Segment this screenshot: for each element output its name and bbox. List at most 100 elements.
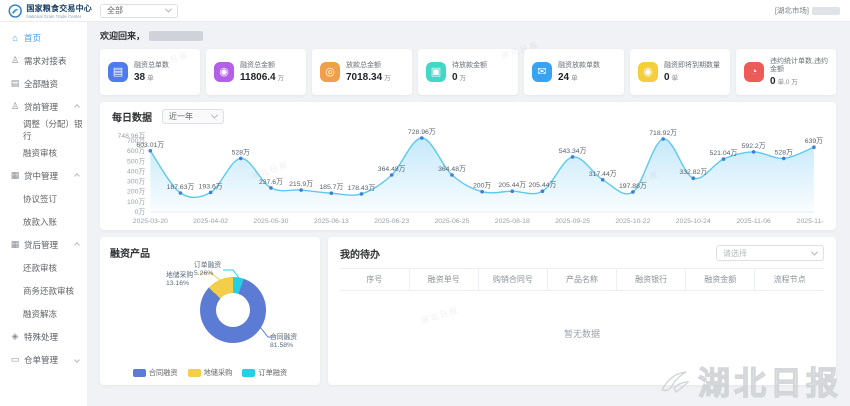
todo-column-header: 产品名称 (547, 268, 618, 291)
svg-text:2025-11-06: 2025-11-06 (736, 218, 771, 225)
svg-text:197.88万: 197.88万 (619, 182, 647, 190)
sidebar-item-label: 特殊处理 (24, 331, 59, 342)
coin-icon: ◉ (214, 62, 234, 82)
stat-card: ▣ 待放款金额 0 万 (418, 49, 518, 95)
sidebar-item-label: 首页 (24, 32, 42, 43)
svg-text:528万: 528万 (775, 148, 793, 156)
sidebar-item[interactable]: 协议签订 (0, 187, 87, 210)
svg-text:2025-05-30: 2025-05-30 (253, 218, 288, 225)
sidebar-item[interactable]: ▦ 贷中管理 (0, 164, 87, 187)
svg-text:100万: 100万 (127, 198, 145, 206)
envelope-icon: ✉ (532, 62, 552, 82)
svg-text:500万: 500万 (127, 157, 145, 165)
coin-icon: ◉ (638, 62, 658, 82)
home-icon: ⌂ (12, 32, 18, 43)
stat-title: 放款总金额 (346, 61, 381, 69)
daily-data-title: 每日数据 (112, 113, 152, 124)
daily-range-select[interactable]: 近一年 (162, 109, 224, 124)
svg-text:2025-04-02: 2025-04-02 (193, 218, 228, 225)
stat-card: ✉ 融资放款单数 24 单 (524, 49, 624, 95)
svg-text:205.44万: 205.44万 (529, 181, 557, 189)
stat-card: ◉ 融资即将到期数量 0 单 (630, 49, 730, 95)
svg-text:2025-11-18: 2025-11-18 (797, 218, 824, 225)
welcome-text: 欢迎回来， (100, 31, 146, 41)
sidebar-item-label: 贷后管理 (24, 239, 59, 250)
todo-column-header: 融资金额 (685, 268, 756, 291)
svg-text:187.63万: 187.63万 (167, 183, 195, 191)
legend-swatch (187, 369, 201, 377)
legend-item[interactable]: 地储采购 (187, 368, 233, 378)
stat-value: 11806.4 万 (240, 71, 285, 83)
svg-text:543.34万: 543.34万 (559, 147, 587, 155)
legend-item[interactable]: 合同融资 (132, 368, 178, 378)
legend-label: 地储采购 (203, 368, 233, 377)
chevron-up-icon (74, 241, 80, 248)
svg-text:200万: 200万 (127, 188, 145, 196)
svg-text:2025-06-13: 2025-06-13 (314, 218, 349, 225)
header-user-area[interactable]: [湖北市场] (775, 5, 850, 16)
svg-text:300万: 300万 (127, 178, 145, 186)
stat-title: 融资即将到期数量 (664, 61, 720, 69)
chevron-up-icon (74, 172, 80, 179)
welcome-line: 欢迎回来， (100, 29, 836, 42)
donut-label-order-financing: 订单融资 5.26% (194, 262, 222, 277)
stat-value: 24 单 (558, 71, 578, 83)
todo-filter-select[interactable]: 请选择 (716, 245, 824, 261)
user-icon: ♙ (10, 55, 20, 65)
sidebar-item[interactable]: 放款入账 (0, 210, 87, 233)
bank-icon: ▦ (10, 239, 20, 249)
products-donut-chart[interactable] (200, 277, 266, 343)
svg-text:2025-10-22: 2025-10-22 (615, 218, 650, 225)
svg-text:237.6万: 237.6万 (259, 178, 283, 186)
legend-swatch (242, 369, 256, 377)
stat-card: ◎ 放款总金额 7018.34 万 (312, 49, 412, 95)
svg-text:521.04万: 521.04万 (710, 149, 738, 157)
sidebar-item[interactable]: ▤ 全部融资 (0, 72, 87, 95)
svg-text:200万: 200万 (473, 182, 491, 190)
sidebar-item[interactable]: ♙ 需求对接表 (0, 49, 87, 72)
stats-row: ▤ 融资总单数 38 单 ◉ 融资总金额 11806.4 万 ◎ 放款总金额 7018.34 万 ▣ 待放… (100, 49, 836, 95)
legend-swatch (132, 369, 146, 377)
svg-text:205.44万: 205.44万 (498, 181, 526, 189)
todo-title: 我的待办 (340, 249, 380, 261)
legend-item[interactable]: 订单融资 (242, 368, 287, 378)
user-icon: ♙ (10, 101, 20, 111)
stat-title: 违约统计单数,违约金额 (770, 57, 828, 73)
chevron-down-icon (164, 5, 173, 13)
sidebar-item[interactable]: ♙ 贷前管理 (0, 95, 87, 118)
redacted-username (812, 6, 840, 15)
sidebar-item[interactable]: 还款审核 (0, 256, 87, 279)
stat-value: 38 单 (134, 71, 154, 83)
svg-text:728.96万: 728.96万 (408, 128, 436, 136)
svg-text:332.82万: 332.82万 (679, 168, 707, 176)
svg-text:600万: 600万 (127, 147, 145, 155)
financing-products-panel: 融资产品 订单融资 5.26% 地储采购 13.16% 合同融资 81.58% … (100, 237, 320, 385)
market-filter-select[interactable]: 全部 (100, 3, 178, 18)
todo-column-header: 序号 (340, 268, 410, 291)
sidebar-item[interactable]: ▦ 贷后管理 (0, 233, 87, 256)
sidebar-item-label: 全部融资 (24, 78, 59, 89)
svg-text:2025-08-18: 2025-08-18 (495, 218, 530, 225)
svg-text:0万: 0万 (135, 208, 146, 216)
sidebar-item-label: 需求对接表 (24, 55, 67, 66)
todo-column-header: 购销合同号 (478, 268, 548, 291)
stat-title: 融资总金额 (240, 61, 275, 69)
bank-icon: ▦ (10, 170, 20, 180)
sidebar-item[interactable]: 商务还款审核 (0, 279, 87, 302)
sidebar-item[interactable]: 融资审核 (0, 141, 87, 164)
legend-label: 订单融资 (258, 368, 288, 377)
sidebar-item[interactable]: ◈ 特殊处理 (0, 325, 87, 348)
redacted-welcome-name (149, 30, 204, 41)
svg-text:215.9万: 215.9万 (289, 180, 313, 188)
sidebar-item[interactable]: 融资解冻 (0, 302, 87, 325)
svg-text:364.48万: 364.48万 (438, 165, 466, 173)
svg-text:2025-09-25: 2025-09-25 (555, 218, 590, 225)
sidebar-item[interactable]: ▭ 仓单管理 (0, 348, 87, 371)
user-market-label: [湖北市场] (774, 6, 809, 15)
stat-card: ◉ 融资总金额 11806.4 万 (206, 49, 306, 95)
brand: 国家粮食交易中心 National Grain Trade Center (0, 3, 92, 19)
sidebar-item[interactable]: 调整（分配）银行 (0, 118, 87, 141)
sidebar-item[interactable]: ⌂ 首页 (0, 26, 87, 49)
document-icon: ▤ (108, 62, 128, 82)
